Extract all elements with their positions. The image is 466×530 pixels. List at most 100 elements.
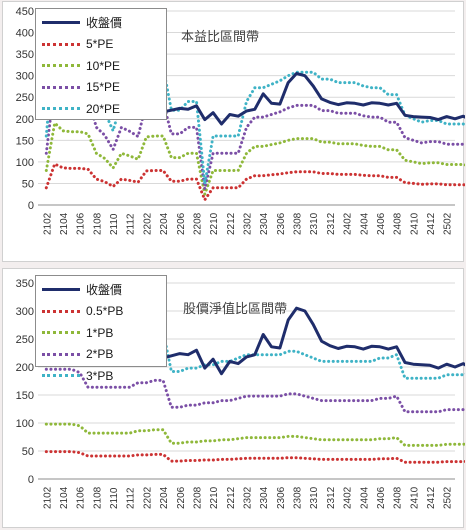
legend-item: 收盤價 — [42, 279, 160, 301]
x-tick-label: 2312 — [326, 486, 337, 509]
legend-label: 3*PB — [86, 368, 114, 383]
x-tick-label: 2210 — [209, 212, 220, 235]
x-tick-label: 2108 — [92, 212, 103, 235]
y-tick-label: 300 — [16, 71, 34, 83]
pb-band-chart-panel: 0 50 100 150 200 250 300 350 2102 2104 2106 2108 211… — [2, 268, 465, 528]
x-tick-label: 2202 — [142, 486, 153, 509]
legend-item: 10*PE — [42, 55, 160, 77]
y-tick-label: 350 — [16, 278, 34, 290]
y-tick-label: 150 — [16, 135, 34, 147]
legend-label: 0.5*PB — [86, 304, 124, 319]
x-tick-label: 2310 — [309, 212, 320, 235]
y-tick-label: 200 — [16, 362, 34, 374]
x-tick-label: 2212 — [226, 486, 237, 509]
x-tick-label: 2202 — [142, 212, 153, 235]
x-tick-label: 2204 — [159, 486, 170, 509]
x-tick-label: 2206 — [176, 212, 187, 235]
legend-item: 2*PB — [42, 344, 160, 366]
x-tick-label: 2308 — [293, 212, 304, 235]
x-tick-label: 2410 — [409, 212, 420, 235]
x-tick-label: 2304 — [259, 486, 270, 509]
y-tick-label: 0 — [28, 474, 34, 486]
y-tick-label: 100 — [16, 157, 34, 169]
x-tick-label: 2502 — [443, 212, 454, 235]
x-tick-label: 2108 — [92, 486, 103, 509]
x-tick-label: 2204 — [159, 212, 170, 235]
x-tick-label: 2404 — [359, 486, 370, 509]
x-tick-label: 2502 — [443, 486, 454, 509]
y-tick-label: 150 — [16, 390, 34, 402]
x-tick-label: 2212 — [226, 212, 237, 235]
x-tick-label: 2404 — [359, 212, 370, 235]
y-tick-label: 50 — [22, 446, 34, 458]
x-tick-label: 2106 — [76, 212, 87, 235]
legend-label: 15*PE — [86, 80, 121, 95]
legend-swatch — [42, 64, 80, 68]
x-tick-label: 2402 — [343, 486, 354, 509]
x-tick-label: 2406 — [376, 486, 387, 509]
y-tick-label: 200 — [16, 114, 34, 126]
series-line-2 — [44, 422, 465, 447]
series-line-1 — [44, 162, 465, 202]
legend-swatch — [42, 21, 80, 25]
y-tick-label: 0 — [28, 200, 34, 212]
x-tick-label: 2306 — [276, 212, 287, 235]
x-tick-label: 2102 — [42, 212, 53, 235]
legend-item: 15*PE — [42, 77, 160, 99]
legend-label: 收盤價 — [86, 16, 123, 31]
legend-swatch — [42, 85, 80, 89]
x-tick-label: 2408 — [393, 486, 404, 509]
x-tick-label: 2306 — [276, 486, 287, 509]
x-tick-label: 2406 — [376, 212, 387, 235]
x-tick-label: 2408 — [393, 212, 404, 235]
legend-swatch — [42, 107, 80, 111]
chart-title: 股價淨值比區間帶 — [183, 302, 288, 317]
x-tick-label: 2210 — [209, 486, 220, 509]
x-tick-label: 2304 — [259, 212, 270, 235]
legend-label: 收盤價 — [86, 283, 123, 298]
x-tick-label: 2104 — [59, 486, 70, 509]
legend-swatch — [42, 374, 80, 378]
legend-label: 20*PE — [86, 101, 121, 116]
y-tick-label: 100 — [16, 418, 34, 430]
x-tick-label: 2208 — [192, 486, 203, 509]
legend-swatch — [42, 288, 80, 292]
x-tick-label: 2104 — [59, 212, 70, 235]
x-tick-label: 2412 — [426, 212, 437, 235]
legend-label: 10*PE — [86, 58, 121, 73]
legend-swatch — [42, 352, 80, 356]
y-tick-label: 450 — [16, 6, 34, 18]
series-line-2 — [44, 121, 465, 196]
y-tick-label: 250 — [16, 334, 34, 346]
y-tick-label: 50 — [22, 178, 34, 190]
x-tick-label: 2312 — [326, 212, 337, 235]
x-tick-label: 2208 — [192, 212, 203, 235]
legend-swatch — [42, 331, 80, 335]
legend-label: 2*PB — [86, 347, 114, 362]
x-tick-label: 2410 — [409, 486, 420, 509]
x-tick-label: 2412 — [426, 486, 437, 509]
x-tick-label: 2102 — [42, 486, 53, 509]
legend-item: 20*PE — [42, 98, 160, 120]
x-tick-label: 2112 — [126, 487, 137, 509]
x-tick-label: 2206 — [176, 486, 187, 509]
legend-label: 5*PE — [86, 37, 114, 52]
x-tick-label: 2302 — [243, 212, 254, 235]
pe-legend: 收盤價 5*PE 10*PE 15*PE 20*PE — [35, 8, 167, 120]
series-line-3 — [44, 80, 465, 191]
pb-legend: 收盤價 0.5*PB 1*PB 2*PB 3*PB — [35, 275, 167, 383]
series-line-3 — [44, 367, 465, 414]
y-tick-label: 250 — [16, 92, 34, 104]
x-tick-label: 2310 — [309, 486, 320, 509]
x-tick-label: 2110 — [109, 213, 120, 235]
y-tick-label: 400 — [16, 28, 34, 40]
legend-item: 收盤價 — [42, 12, 160, 34]
x-tick-label: 2106 — [76, 486, 87, 509]
x-tick-label: 2308 — [293, 486, 304, 509]
y-tick-label: 300 — [16, 306, 34, 318]
legend-item: 0.5*PB — [42, 301, 160, 323]
x-tick-label: 2112 — [126, 213, 137, 235]
series-line-4 — [44, 312, 465, 380]
x-tick-label: 2402 — [343, 212, 354, 235]
legend-item: 3*PB — [42, 365, 160, 387]
